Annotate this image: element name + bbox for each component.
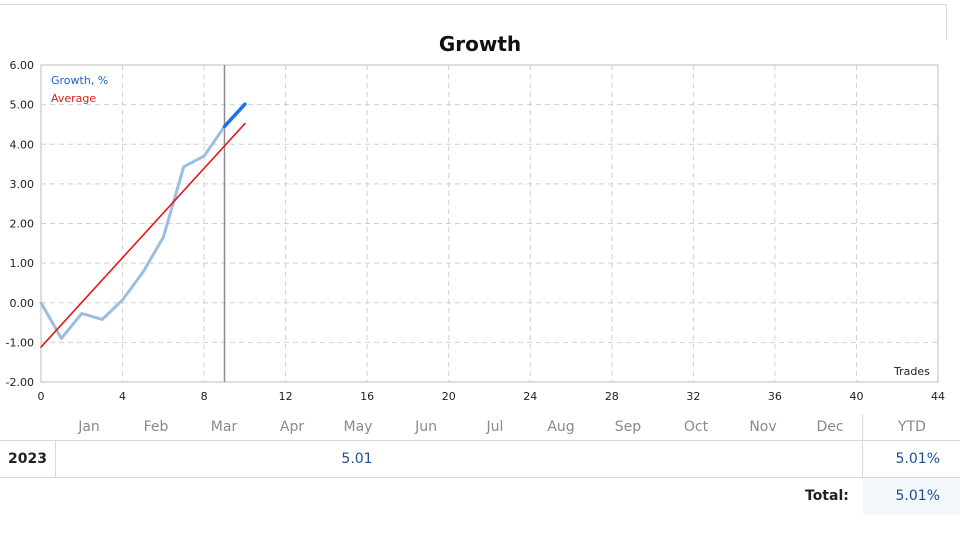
ytd-header: YTD bbox=[898, 419, 926, 435]
x-tick-label: 4 bbox=[119, 390, 126, 403]
month-header: Jul bbox=[486, 419, 504, 435]
y-tick-label: -1.00 bbox=[6, 336, 34, 349]
x-tick-label: 0 bbox=[38, 390, 45, 403]
month-header: Jan bbox=[78, 419, 100, 435]
legend-average: Average bbox=[51, 92, 97, 105]
growth-chart: -2.00 -1.00 0.00 1.00 2.00 3.00 4.00 5.00 6.00 0 4… bbox=[6, 59, 945, 403]
table-divider bbox=[55, 440, 56, 477]
average-series-line bbox=[40, 122, 246, 348]
table-divider bbox=[0, 477, 960, 478]
x-tick-label: 12 bbox=[279, 390, 293, 403]
x-tick-label: 32 bbox=[686, 390, 700, 403]
y-tick-label: 2.00 bbox=[10, 218, 35, 231]
x-tick-label: 24 bbox=[523, 390, 537, 403]
growth-series-line bbox=[39, 124, 226, 340]
month-header: Sep bbox=[614, 419, 642, 435]
chart-legend: Growth, % Average bbox=[51, 72, 108, 108]
chart-title: Growth bbox=[438, 32, 522, 56]
table-divider bbox=[0, 440, 960, 441]
month-header: Aug bbox=[547, 419, 575, 435]
total-value: 5.01% bbox=[895, 488, 940, 504]
plot-area bbox=[40, 64, 939, 383]
month-header: Apr bbox=[279, 419, 305, 435]
top-border bbox=[0, 4, 946, 5]
months-header-row: Jan Feb Mar Apr May Jun Jul Aug Sep Oct … bbox=[0, 414, 960, 440]
y-tick-label: 1.00 bbox=[10, 257, 35, 270]
x-tick-label: 8 bbox=[201, 390, 208, 403]
table-divider bbox=[862, 414, 863, 477]
month-header: Feb bbox=[143, 419, 169, 435]
x-tick-label: 40 bbox=[849, 390, 863, 403]
month-header: Dec bbox=[816, 419, 844, 435]
x-tick-label: 16 bbox=[360, 390, 374, 403]
month-header: Jun bbox=[415, 419, 437, 435]
y-tick-label: 5.00 bbox=[10, 99, 35, 112]
y-tick-label: 3.00 bbox=[10, 178, 35, 191]
y-tick-label: 6.00 bbox=[10, 59, 35, 72]
x-tick-label: 44 bbox=[931, 390, 945, 403]
x-tick-label: 20 bbox=[442, 390, 456, 403]
month-value-may: 5.01 bbox=[341, 451, 373, 467]
right-border bbox=[946, 4, 947, 40]
ytd-value: 5.01% bbox=[895, 451, 940, 467]
y-tick-label: 4.00 bbox=[10, 138, 35, 151]
month-header: May bbox=[343, 419, 373, 435]
x-tick-label: 36 bbox=[768, 390, 782, 403]
year-label: 2023 bbox=[8, 451, 47, 467]
month-header: Nov bbox=[749, 419, 777, 435]
total-value-cell bbox=[863, 478, 960, 515]
y-tick-label: 0.00 bbox=[10, 297, 35, 310]
month-header: Mar bbox=[210, 419, 238, 435]
x-tick-label: 28 bbox=[605, 390, 619, 403]
growth-series-current-line bbox=[222, 102, 247, 129]
x-axis-label: Trades bbox=[894, 365, 930, 378]
month-header: Oct bbox=[683, 419, 709, 435]
total-label: Total: bbox=[805, 488, 849, 504]
y-tick-label: -2.00 bbox=[6, 376, 34, 389]
legend-growth: Growth, % bbox=[51, 74, 109, 87]
